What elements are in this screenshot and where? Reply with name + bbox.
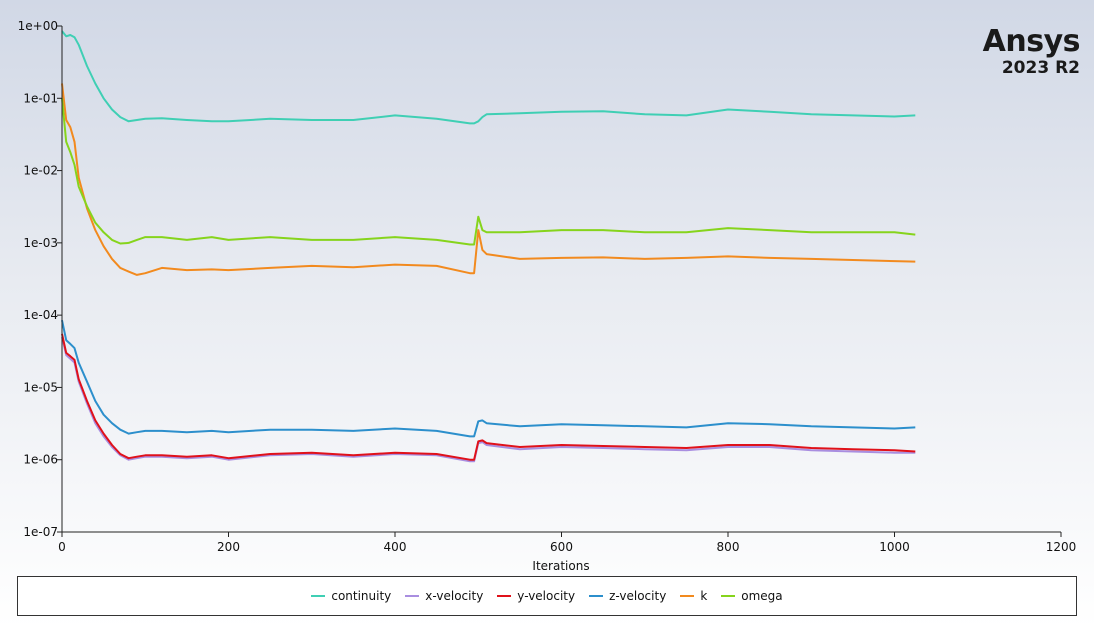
legend-swatch: [721, 595, 736, 597]
legend-item-k: k: [680, 589, 707, 603]
legend-label: x-velocity: [425, 589, 484, 603]
y-tick-label: 1e-07: [23, 525, 58, 539]
y-tick-label: 1e-06: [23, 453, 58, 467]
y-tick-label: 1e-03: [23, 236, 58, 250]
series-line-z-velocity: [61, 319, 916, 438]
series-line-y-velocity: [61, 333, 916, 461]
logo-name: Ansys: [982, 24, 1081, 59]
legend-item-omega: omega: [721, 589, 783, 603]
y-tick-label: 1e+00: [18, 19, 58, 33]
x-tick-label: 0: [58, 540, 66, 554]
x-axis-title: Iterations: [532, 559, 589, 573]
series-line-k: [61, 83, 916, 276]
x-tick-label: 800: [717, 540, 740, 554]
series-layer: [61, 30, 916, 463]
series-line-continuity: [61, 30, 916, 125]
y-tick-label: 1e-04: [23, 308, 58, 322]
legend-item-x-velocity: x-velocity: [405, 589, 483, 603]
logo-version: 2023 R2: [1001, 58, 1080, 78]
legend-label: y-velocity: [517, 589, 576, 603]
legend-label: k: [700, 589, 708, 603]
x-tick-label: 400: [384, 540, 407, 554]
x-tick-label: 1200: [1046, 540, 1077, 554]
x-tick-label: 1000: [879, 540, 910, 554]
legend-swatch: [680, 595, 695, 597]
x-tick-label: 200: [217, 540, 240, 554]
legend-swatch: [497, 595, 512, 597]
ticks-layer: 0 200 400 600 800 1000 1200 1e-07 1e-06 1e-05 1e-0…: [18, 19, 1077, 554]
legend-swatch: [311, 595, 326, 597]
chart-legend: continuity x-velocity y-velocity z-velocity…: [17, 576, 1077, 616]
legend-swatch: [589, 595, 604, 597]
series-line-x-velocity: [61, 336, 916, 463]
legend-item-continuity: continuity: [311, 589, 391, 603]
y-tick-label: 1e-05: [23, 380, 58, 394]
legend-label: continuity: [331, 589, 392, 603]
legend-label: omega: [741, 589, 783, 603]
y-tick-label: 1e-01: [23, 91, 58, 105]
series-line-omega: [61, 98, 916, 246]
y-tick-label: 1e-02: [23, 164, 58, 178]
ansys-logo: Ansys 2023 R2: [982, 24, 1081, 79]
legend-label: z-velocity: [609, 589, 667, 603]
legend-swatch: [405, 595, 420, 597]
x-tick-label: 600: [550, 540, 573, 554]
legend-item-z-velocity: z-velocity: [589, 589, 666, 603]
legend-item-y-velocity: y-velocity: [497, 589, 575, 603]
